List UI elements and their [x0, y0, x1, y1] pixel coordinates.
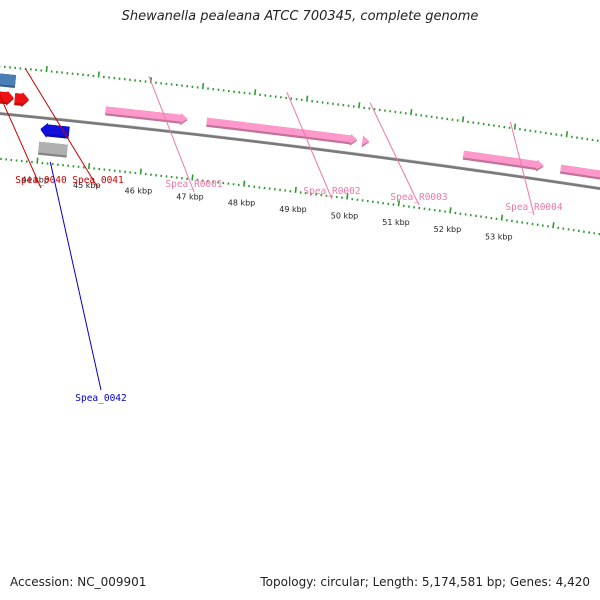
scale-label: 53 kbp	[485, 232, 513, 241]
scale-label: 46 kbp	[125, 187, 153, 196]
gene-label: Spea_R0002	[303, 186, 360, 197]
inner-major-tick	[449, 207, 452, 214]
scale-label: 49 kbp	[279, 205, 307, 214]
gene-label: Spea_0041	[72, 175, 124, 186]
inner-major-tick	[397, 200, 401, 207]
rrna-r0004	[463, 150, 544, 170]
outer-major-tick	[565, 131, 569, 138]
gene-label-leader	[148, 75, 195, 193]
inner-major-tick	[88, 163, 91, 170]
scale-label: 50 kbp	[331, 211, 359, 220]
gene-label: Spea_0042	[75, 393, 126, 404]
outer-major-tick	[201, 83, 205, 90]
outer-major-tick	[513, 123, 517, 130]
gene-label-leader	[369, 102, 420, 206]
gene-label: Spea_R0003	[390, 192, 447, 203]
scale-label: 47 kbp	[176, 192, 204, 201]
genome-summary-text: Topology: circular; Length: 5,174,581 bp…	[260, 575, 590, 589]
minus-other-0042	[38, 141, 68, 156]
gene-label-leader	[286, 91, 333, 200]
scale-label: 44 kbp	[21, 176, 49, 185]
inner-major-tick	[243, 180, 246, 187]
genome-backbone	[0, 111, 600, 191]
gene-label: Spea_R0001	[165, 179, 222, 190]
inner-major-tick	[191, 174, 194, 181]
scale-label: 52 kbp	[434, 225, 462, 234]
gene-label: Spea_0040	[15, 175, 67, 186]
cds-plus-0040	[0, 90, 14, 104]
rrna-r0001	[105, 106, 188, 124]
rrna-r0003	[361, 135, 370, 146]
cds-plus-0041	[14, 92, 29, 106]
outer-major-tick	[461, 116, 465, 123]
inner-major-tick	[139, 168, 142, 175]
inner-major-tick	[500, 214, 504, 221]
inner-major-tick	[294, 186, 297, 193]
outer-major-tick	[306, 95, 309, 102]
inner-major-tick	[552, 222, 555, 229]
gene-features	[0, 73, 600, 180]
outer-major-tick	[358, 102, 361, 109]
backbone-line	[0, 112, 600, 191]
plus-other-a	[0, 73, 17, 86]
scale-label: 48 kbp	[228, 198, 256, 207]
gene-label-leader	[0, 94, 42, 189]
gene-label-leader	[49, 161, 102, 391]
outer-major-tick	[410, 109, 413, 116]
outer-major-tick	[45, 66, 48, 73]
outer-major-tick	[254, 89, 257, 96]
inner-major-tick	[346, 193, 349, 200]
scale-label: 51 kbp	[382, 218, 410, 227]
scale-ticks	[0, 65, 600, 236]
accession-text: Accession: NC_009901	[10, 575, 147, 589]
cds-minus-0042	[40, 123, 70, 137]
gene-label-leader	[509, 121, 535, 216]
outer-major-tick	[97, 71, 100, 78]
gene-labels: Spea_0040 Spea_0041 Spea_0042 Spea_R0001 Spe…	[0, 68, 563, 404]
inner-major-tick	[36, 157, 39, 164]
scale-label: 45 kbp	[73, 181, 101, 190]
rrna-r0002	[206, 117, 358, 144]
genome-title: Shewanella pealeana ATCC 700345, complet…	[121, 9, 479, 24]
gene-label: Spea_R0004	[505, 202, 562, 213]
rrna-edge	[560, 164, 600, 178]
gene-label-leader	[25, 68, 99, 189]
